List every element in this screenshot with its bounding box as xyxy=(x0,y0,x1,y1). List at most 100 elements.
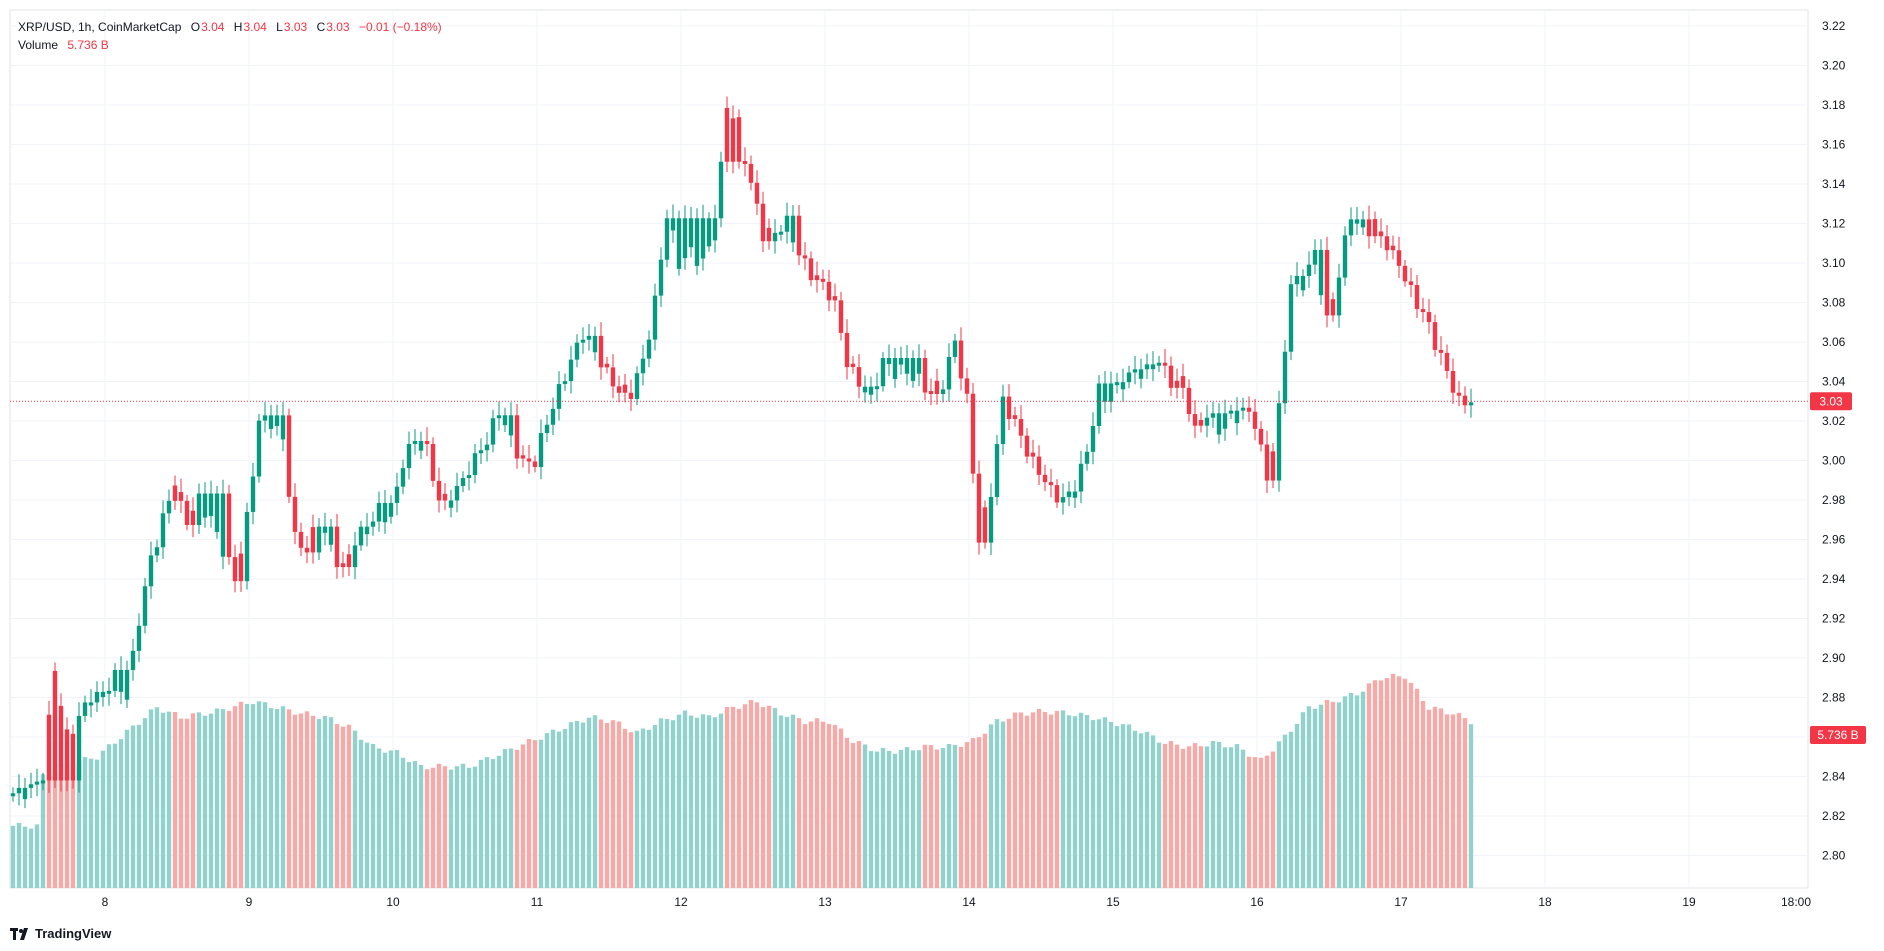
candle-body xyxy=(1294,275,1300,285)
candle-body xyxy=(376,502,382,522)
candle-body xyxy=(1438,349,1444,353)
candle-body xyxy=(382,502,388,523)
candle-body xyxy=(664,218,670,260)
candle-body xyxy=(1228,410,1234,414)
volume-bar xyxy=(1078,712,1084,888)
volume-bar xyxy=(484,757,490,888)
volume-bar xyxy=(544,733,550,888)
volume-bar xyxy=(1012,712,1018,888)
candle-body xyxy=(196,493,202,525)
time-tick-label: 17 xyxy=(1394,895,1408,909)
volume-bar xyxy=(478,759,484,888)
candle-body xyxy=(1246,407,1252,412)
tradingview-logo-icon xyxy=(10,927,32,940)
candle-body xyxy=(70,733,76,781)
candle-body xyxy=(550,408,556,425)
candle-body xyxy=(766,227,772,242)
volume-bar xyxy=(124,729,130,888)
price-tick-label: 3.22 xyxy=(1822,19,1846,33)
candle-body xyxy=(82,702,88,716)
candle-body xyxy=(286,415,292,497)
volume-bar xyxy=(1162,743,1168,888)
volume-bar xyxy=(166,711,172,888)
candle-body xyxy=(340,563,346,568)
volume-bar xyxy=(412,761,418,888)
candle-body xyxy=(916,358,922,374)
price-tick-label: 3.02 xyxy=(1822,414,1846,428)
candle-body xyxy=(220,493,226,557)
candle-body xyxy=(562,381,568,385)
volume-bar xyxy=(1288,731,1294,888)
volume-bar xyxy=(808,721,814,888)
volume-bar xyxy=(700,714,706,888)
volume-label[interactable]: Volume xyxy=(18,38,59,52)
low-value: 3.03 xyxy=(283,20,308,34)
candle-body xyxy=(1174,380,1180,388)
candle-body xyxy=(1138,369,1144,379)
volume-bar xyxy=(208,713,214,888)
candle-body xyxy=(154,547,160,556)
volume-bar xyxy=(1114,726,1120,888)
volume-bar xyxy=(1312,708,1318,888)
volume-bar xyxy=(490,759,496,888)
grid-layer xyxy=(9,9,1809,889)
volume-bar xyxy=(994,719,1000,888)
volume-bar xyxy=(1294,723,1300,888)
candle-body xyxy=(970,393,976,474)
volume-bar xyxy=(880,747,886,888)
volume-bar xyxy=(784,716,790,888)
volume-bar xyxy=(256,701,262,888)
tradingview-branding[interactable]: TradingView xyxy=(10,926,111,941)
volume-bar xyxy=(778,715,784,888)
change-value: −0.01 (−0.18%) xyxy=(358,20,442,34)
volume-bar xyxy=(1456,713,1462,888)
candle-body xyxy=(610,367,616,387)
candle-body xyxy=(706,218,712,247)
volume-bar xyxy=(1228,747,1234,888)
candle-body xyxy=(64,729,70,781)
candle-body xyxy=(532,461,538,467)
candle-body xyxy=(736,117,742,162)
candle-body xyxy=(46,714,52,781)
volume-bar xyxy=(1444,714,1450,888)
volume-bar xyxy=(1324,699,1330,888)
volume-bar xyxy=(586,717,592,888)
volume-bar xyxy=(910,750,916,888)
candle-body xyxy=(214,493,220,532)
volume-bar xyxy=(1330,701,1336,888)
candle-body xyxy=(184,500,190,525)
candle-body xyxy=(568,359,574,382)
candle-body xyxy=(502,415,508,426)
candle-body xyxy=(298,531,304,548)
volume-bar xyxy=(358,739,364,888)
volume-bar xyxy=(1342,696,1348,888)
candle-body xyxy=(112,669,118,691)
price-tick-label: 2.90 xyxy=(1822,651,1846,665)
volume-bar xyxy=(898,750,904,888)
volume-bar xyxy=(64,763,70,888)
symbol-title[interactable]: XRP/USD, 1h, CoinMarketCap xyxy=(18,20,182,34)
volume-bar xyxy=(664,719,670,888)
candle-body xyxy=(838,300,844,333)
volume-bar xyxy=(598,719,604,888)
volume-bar xyxy=(1210,740,1216,888)
ohlc-row: XRP/USD, 1h, CoinMarketCap O3.04 H3.04 L… xyxy=(18,18,442,36)
volume-bar xyxy=(862,744,868,888)
candle-body xyxy=(934,380,940,395)
volume-bar xyxy=(796,718,802,888)
candle-body xyxy=(1444,352,1450,372)
candle-body xyxy=(808,258,814,281)
candle-body xyxy=(1102,383,1108,402)
volume-bar xyxy=(262,702,268,888)
volume-bar xyxy=(838,728,844,888)
candle-body xyxy=(784,215,790,232)
candle-body xyxy=(724,107,730,162)
time-tick-label: 19 xyxy=(1682,895,1696,909)
candle-body xyxy=(142,586,148,626)
candle-body xyxy=(178,492,184,501)
volume-bar xyxy=(520,744,526,888)
volume-bar xyxy=(274,709,280,888)
volume-bar xyxy=(1096,719,1102,888)
volume-bar xyxy=(820,721,826,888)
